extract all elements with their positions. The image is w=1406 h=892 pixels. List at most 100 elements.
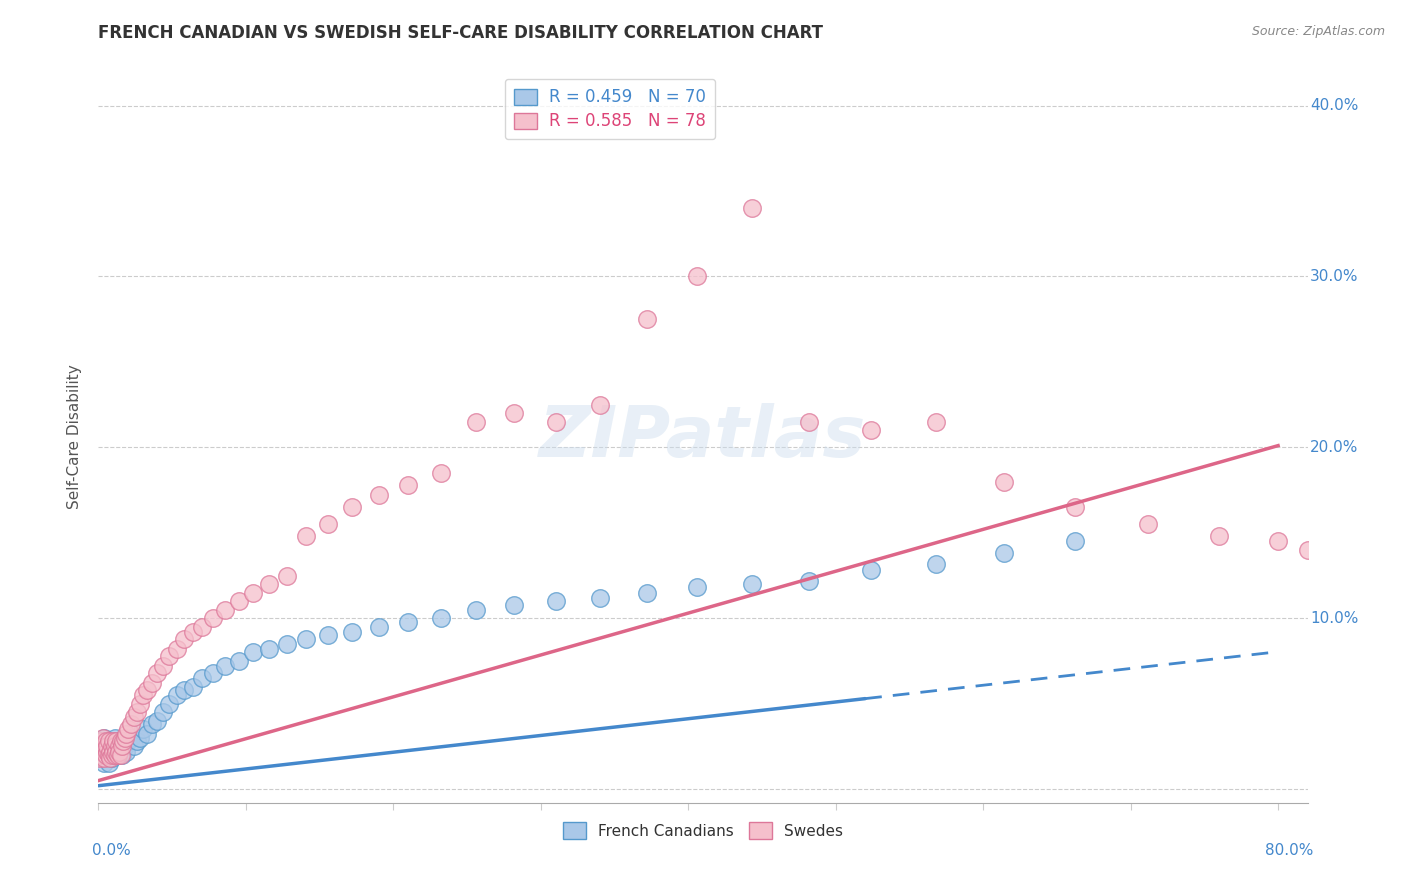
Point (120, 731, 142, 745)
Point (741, 577, 763, 591)
Point (94, 734, 117, 748)
Point (146, 665, 169, 680)
Point (110, 734, 132, 748)
Point (110, 745, 132, 759)
Point (98, 739, 121, 754)
Point (90, 734, 112, 748)
Point (686, 269, 709, 284)
Point (259, 577, 281, 591)
Point (101, 734, 124, 748)
Point (589, 591, 612, 605)
Point (101, 745, 124, 759)
Point (993, 546, 1015, 560)
Point (93, 751, 115, 765)
Legend: French Canadians, Swedes: French Canadians, Swedes (555, 814, 851, 847)
Point (259, 642, 281, 657)
Point (101, 739, 124, 754)
Text: 80.0%: 80.0% (1265, 843, 1313, 858)
Point (860, 563, 883, 577)
Point (98, 747, 121, 762)
Point (93, 739, 115, 754)
Point (96, 739, 118, 754)
Point (202, 665, 225, 680)
Point (503, 406, 526, 420)
Point (214, 603, 236, 617)
Point (136, 727, 159, 741)
Point (190, 620, 212, 634)
Point (276, 637, 298, 651)
Point (242, 645, 264, 659)
Point (114, 739, 136, 754)
Point (89, 751, 111, 765)
Point (97, 734, 120, 748)
Point (228, 654, 250, 668)
Point (108, 734, 131, 748)
Point (104, 747, 127, 762)
Point (396, 478, 419, 492)
Point (464, 415, 486, 429)
Point (90, 739, 112, 754)
Point (860, 423, 883, 437)
Point (799, 574, 821, 588)
Point (181, 680, 204, 694)
Point (1208, 529, 1230, 543)
Point (94, 739, 117, 754)
Point (799, 415, 821, 429)
Point (100, 747, 122, 762)
Point (120, 717, 142, 731)
Point (93, 731, 115, 745)
Point (202, 611, 225, 625)
Point (91, 734, 114, 748)
Point (107, 747, 129, 762)
Point (108, 745, 131, 759)
Point (125, 734, 148, 748)
Point (925, 415, 948, 429)
Point (96, 751, 118, 765)
Point (340, 500, 363, 515)
Point (295, 632, 318, 646)
Point (100, 745, 122, 759)
Point (686, 581, 709, 595)
Point (636, 312, 658, 326)
Point (1063, 500, 1085, 515)
Point (94, 747, 117, 762)
Point (89, 747, 111, 762)
Y-axis label: Self-Care Disability: Self-Care Disability (67, 365, 83, 509)
Point (110, 739, 132, 754)
Point (181, 624, 204, 639)
Point (146, 714, 169, 728)
Point (367, 620, 389, 634)
Text: 0.0%: 0.0% (93, 843, 131, 858)
Point (136, 683, 159, 698)
Point (166, 642, 188, 657)
Point (1326, 546, 1348, 560)
Point (589, 398, 612, 412)
Point (111, 739, 134, 754)
Text: 30.0%: 30.0% (1310, 268, 1358, 284)
Point (173, 683, 195, 698)
Point (1296, 542, 1319, 557)
Text: 40.0%: 40.0% (1310, 98, 1358, 113)
Point (1137, 517, 1160, 532)
Point (993, 475, 1015, 489)
Point (100, 739, 122, 754)
Point (112, 734, 135, 748)
Text: Source: ZipAtlas.com: Source: ZipAtlas.com (1251, 25, 1385, 38)
Point (214, 659, 236, 673)
Point (1267, 534, 1289, 549)
Point (157, 648, 180, 663)
Point (396, 615, 419, 629)
Point (242, 585, 264, 599)
Point (173, 632, 195, 646)
Point (104, 747, 127, 762)
Point (91, 745, 114, 759)
Point (367, 488, 389, 502)
Point (100, 751, 122, 765)
Point (190, 671, 212, 685)
Point (152, 659, 174, 673)
Text: 10.0%: 10.0% (1310, 611, 1358, 625)
Point (104, 739, 127, 754)
Point (110, 747, 132, 762)
Point (91, 745, 114, 759)
Point (114, 731, 136, 745)
